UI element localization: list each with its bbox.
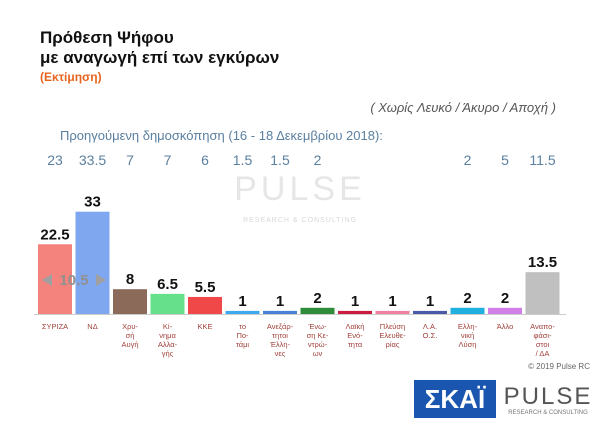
previous-value: 6 (201, 152, 209, 168)
previous-value: 11.5 (529, 152, 555, 168)
bar (488, 307, 522, 314)
value-label: 1 (238, 293, 246, 310)
watermark-sub: RESEARCH & CONSULTING (243, 217, 357, 224)
x-tick-label: Ανεξάρ- τητοι Έλλη- νες (266, 322, 294, 358)
previous-value: 7 (126, 152, 134, 168)
x-tick-label: Λ.Α. Ο.Σ. (422, 322, 438, 340)
arrow-right (96, 274, 106, 286)
x-tick-label: ΚΚΕ (197, 322, 213, 331)
bar (413, 310, 447, 314)
previous-value: 33.5 (79, 152, 106, 168)
value-label: 5.5 (195, 279, 216, 296)
subtitle: (Εκτίμηση) (40, 70, 102, 84)
value-label: 6.5 (157, 276, 178, 293)
bar (150, 293, 185, 314)
previous-value: 2 (464, 152, 472, 168)
pulse-logo: PULSE (504, 383, 593, 410)
value-label: 1 (388, 293, 396, 310)
x-tick-label: Ένω- ση Κε- ντρώ- ων (306, 322, 329, 358)
previous-value: 23 (47, 152, 63, 168)
skai-text: ΣΚΑΪ (425, 384, 486, 414)
copyright: © 2019 Pulse RC (528, 362, 590, 371)
previous-value: 1.5 (233, 152, 253, 168)
x-tick-label: Χρυ- σή Αυγή (121, 322, 139, 349)
x-tick-label: Αναπο- φάσι- στοι / ΔΑ (530, 322, 555, 358)
bar (300, 307, 335, 314)
x-tick-label: Ελλη- νική Λύση (457, 322, 478, 349)
title-1: Πρόθεση Ψήφου (40, 28, 174, 47)
value-label: 2 (313, 290, 321, 307)
pulse-sub: RESEARCH & CONSULTING (508, 410, 588, 416)
x-tick-label: Πλεύση Ελευθε- ρίας (379, 322, 406, 349)
value-label: 33 (84, 194, 101, 211)
title-2: με αναγωγή επί των εγκύρων (40, 48, 280, 67)
previous-value: 2 (314, 152, 322, 168)
bar (113, 289, 147, 314)
watermark: PULSE (234, 170, 366, 208)
x-tick-label: το Πο- τάμι (235, 322, 250, 349)
value-label: 1 (351, 293, 359, 310)
previous-value: 7 (164, 152, 172, 168)
x-tick-label: ΝΔ (87, 322, 98, 331)
bar (75, 211, 110, 314)
skai-logo (414, 380, 496, 418)
value-label: 2 (463, 290, 471, 307)
previous-heading: Προηγούμενη δημοσκόπηση (16 - 18 Δεκεμβρ… (60, 128, 383, 143)
x-tick-label: Κί- νημα Αλλα- γής (157, 322, 178, 358)
value-label: 1 (426, 293, 434, 310)
value-label: 22.5 (40, 226, 69, 243)
arrow-left (42, 274, 52, 286)
previous-value: 5 (501, 152, 509, 168)
bar (263, 310, 297, 314)
value-label: 1 (276, 293, 284, 310)
bar (338, 310, 372, 314)
lead-value: 10.5 (59, 272, 88, 289)
value-label: 8 (126, 271, 134, 288)
lead-annotation: 10.5 (42, 272, 106, 289)
previous-value: 1.5 (270, 152, 290, 168)
bar (525, 272, 560, 314)
bar (375, 310, 410, 314)
x-tick-label: ΣΥΡΙΖΑ (41, 322, 69, 331)
x-tick-label: Άλλο (496, 322, 514, 331)
value-label: 2 (501, 290, 509, 307)
bar (188, 296, 222, 314)
bar (450, 307, 485, 314)
note: ( Χωρίς Λευκό / Άκυρο / Αποχή ) (370, 100, 556, 115)
value-label: 13.5 (528, 254, 557, 271)
bar (225, 310, 260, 314)
x-tick-label: Λαϊκή Ενό- τητα (345, 322, 365, 349)
